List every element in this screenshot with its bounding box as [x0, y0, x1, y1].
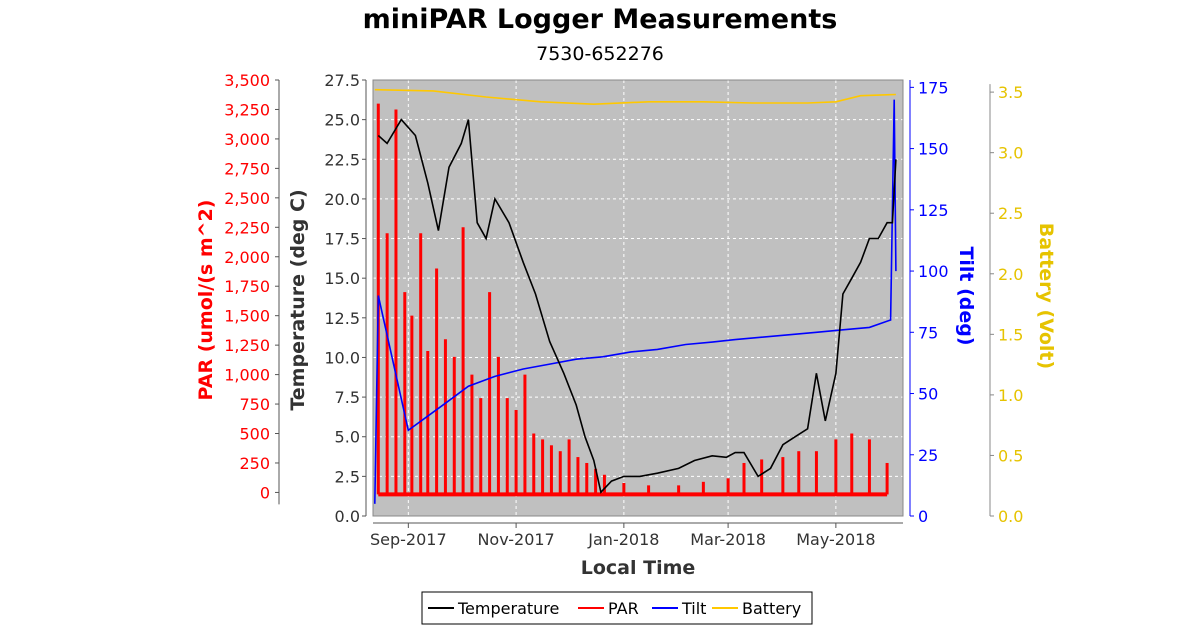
- battery-tick-label: 0.5: [998, 446, 1023, 465]
- par-legend-label: PAR: [608, 599, 639, 618]
- par-tick-label: 1,500: [224, 307, 270, 326]
- temperature-tick-label: 12.5: [324, 309, 360, 328]
- series-layer: [374, 88, 897, 504]
- tilt-tick-label: 125: [918, 201, 949, 220]
- legend: Temperature PAR Tilt Battery: [421, 591, 813, 625]
- temperature-tick-label: 2.5: [335, 467, 360, 486]
- tilt-legend-label: Tilt: [681, 599, 706, 618]
- temperature-tick-label: 27.5: [324, 71, 360, 90]
- tilt-tick-label: 150: [918, 140, 949, 159]
- temperature-tick-label: 10.0: [324, 348, 360, 367]
- temperature-tick-label: 5.0: [335, 428, 360, 447]
- battery-tick-label: 2.0: [998, 265, 1023, 284]
- par-axis-label: PAR (umol/(s m^2): [195, 200, 217, 401]
- par-tick-label: 3,250: [224, 100, 270, 119]
- par-tick-label: 2,750: [224, 159, 270, 178]
- tilt-tick-label: 75: [918, 323, 938, 342]
- par-tick-label: 2,250: [224, 218, 270, 237]
- temperature-tick-label: 7.5: [335, 388, 360, 407]
- tilt-tick-label: 50: [918, 385, 938, 404]
- battery-axis: 0.0 0.5 1.0 1.5 2.0 2.5 3.0 3.5: [989, 83, 1023, 526]
- battery-tick-label: 1.0: [998, 386, 1023, 405]
- tilt-tick-label: 100: [918, 262, 949, 281]
- battery-tick-label: 3.5: [998, 83, 1023, 102]
- par-tick-label: 2,000: [224, 248, 270, 267]
- battery-series-line: [374, 88, 896, 106]
- temperature-axis: 0.0 2.5 5.0 7.5 10.0 12.5 15.0 17.5 20.0 22.5 25.0…: [324, 71, 367, 526]
- temperature-tick-label: 15.0: [324, 269, 360, 288]
- tilt-series-line: [374, 99, 897, 504]
- par-tick-label: 0: [260, 483, 270, 502]
- par-tick-label: 1,000: [224, 366, 270, 385]
- battery-tick-label: 1.5: [998, 325, 1023, 344]
- battery-tick-label: 2.5: [998, 204, 1023, 223]
- temperature-series-line: [377, 118, 897, 494]
- par-tick-label: 3,500: [224, 71, 270, 90]
- par-tick-label: 500: [239, 425, 270, 444]
- par-tick-label: 250: [239, 454, 270, 473]
- temperature-tick-label: 25.0: [324, 111, 360, 130]
- x-tick-label: Nov-2017: [477, 530, 554, 549]
- par-tick-label: 1,250: [224, 336, 270, 355]
- x-tick-label: May-2018: [796, 530, 875, 549]
- grid-lines: [373, 79, 903, 516]
- par-axis: 0 250 500 750 1,000 1,250 1,500 1,750 2,000 2,250…: [224, 71, 280, 505]
- x-tick-label: Jan-2018: [587, 530, 659, 549]
- temperature-axis-label: Temperature (deg C): [287, 189, 309, 410]
- temperature-tick-label: 20.0: [324, 190, 360, 209]
- tilt-tick-label: 0: [918, 507, 928, 526]
- x-tick-label: Sep-2017: [370, 530, 447, 549]
- time-axis: Sep-2017 Nov-2017 Jan-2018 Mar-2018 May-2018: [370, 522, 903, 549]
- plot-frame: [372, 79, 904, 517]
- par-tick-label: 3,000: [224, 130, 270, 149]
- par-tick-label: 2,500: [224, 189, 270, 208]
- x-tick-label: Mar-2018: [690, 530, 766, 549]
- temperature-legend-label: Temperature: [457, 599, 559, 618]
- tilt-axis: 0 25 50 75 100 125 150 175: [909, 78, 949, 526]
- chart-subtitle: 7530-652276: [536, 43, 664, 65]
- battery-tick-label: 3.0: [998, 144, 1023, 163]
- temperature-tick-label: 0.0: [335, 507, 360, 526]
- tilt-tick-label: 25: [918, 446, 938, 465]
- tilt-tick-label: 175: [918, 78, 949, 97]
- legend-box: [421, 591, 813, 625]
- par-tick-label: 1,750: [224, 277, 270, 296]
- x-axis-label: Local Time: [581, 557, 696, 579]
- temperature-tick-label: 17.5: [324, 230, 360, 249]
- par-tick-label: 750: [239, 395, 270, 414]
- battery-axis-label: Battery (Volt): [1035, 223, 1057, 369]
- battery-legend-label: Battery: [742, 599, 801, 618]
- temperature-tick-label: 22.5: [324, 150, 360, 169]
- plot-area: [373, 80, 903, 516]
- battery-tick-label: 0.0: [998, 507, 1023, 526]
- chart-title: miniPAR Logger Measurements: [363, 4, 838, 35]
- tilt-axis-label: Tilt (deg): [955, 246, 977, 345]
